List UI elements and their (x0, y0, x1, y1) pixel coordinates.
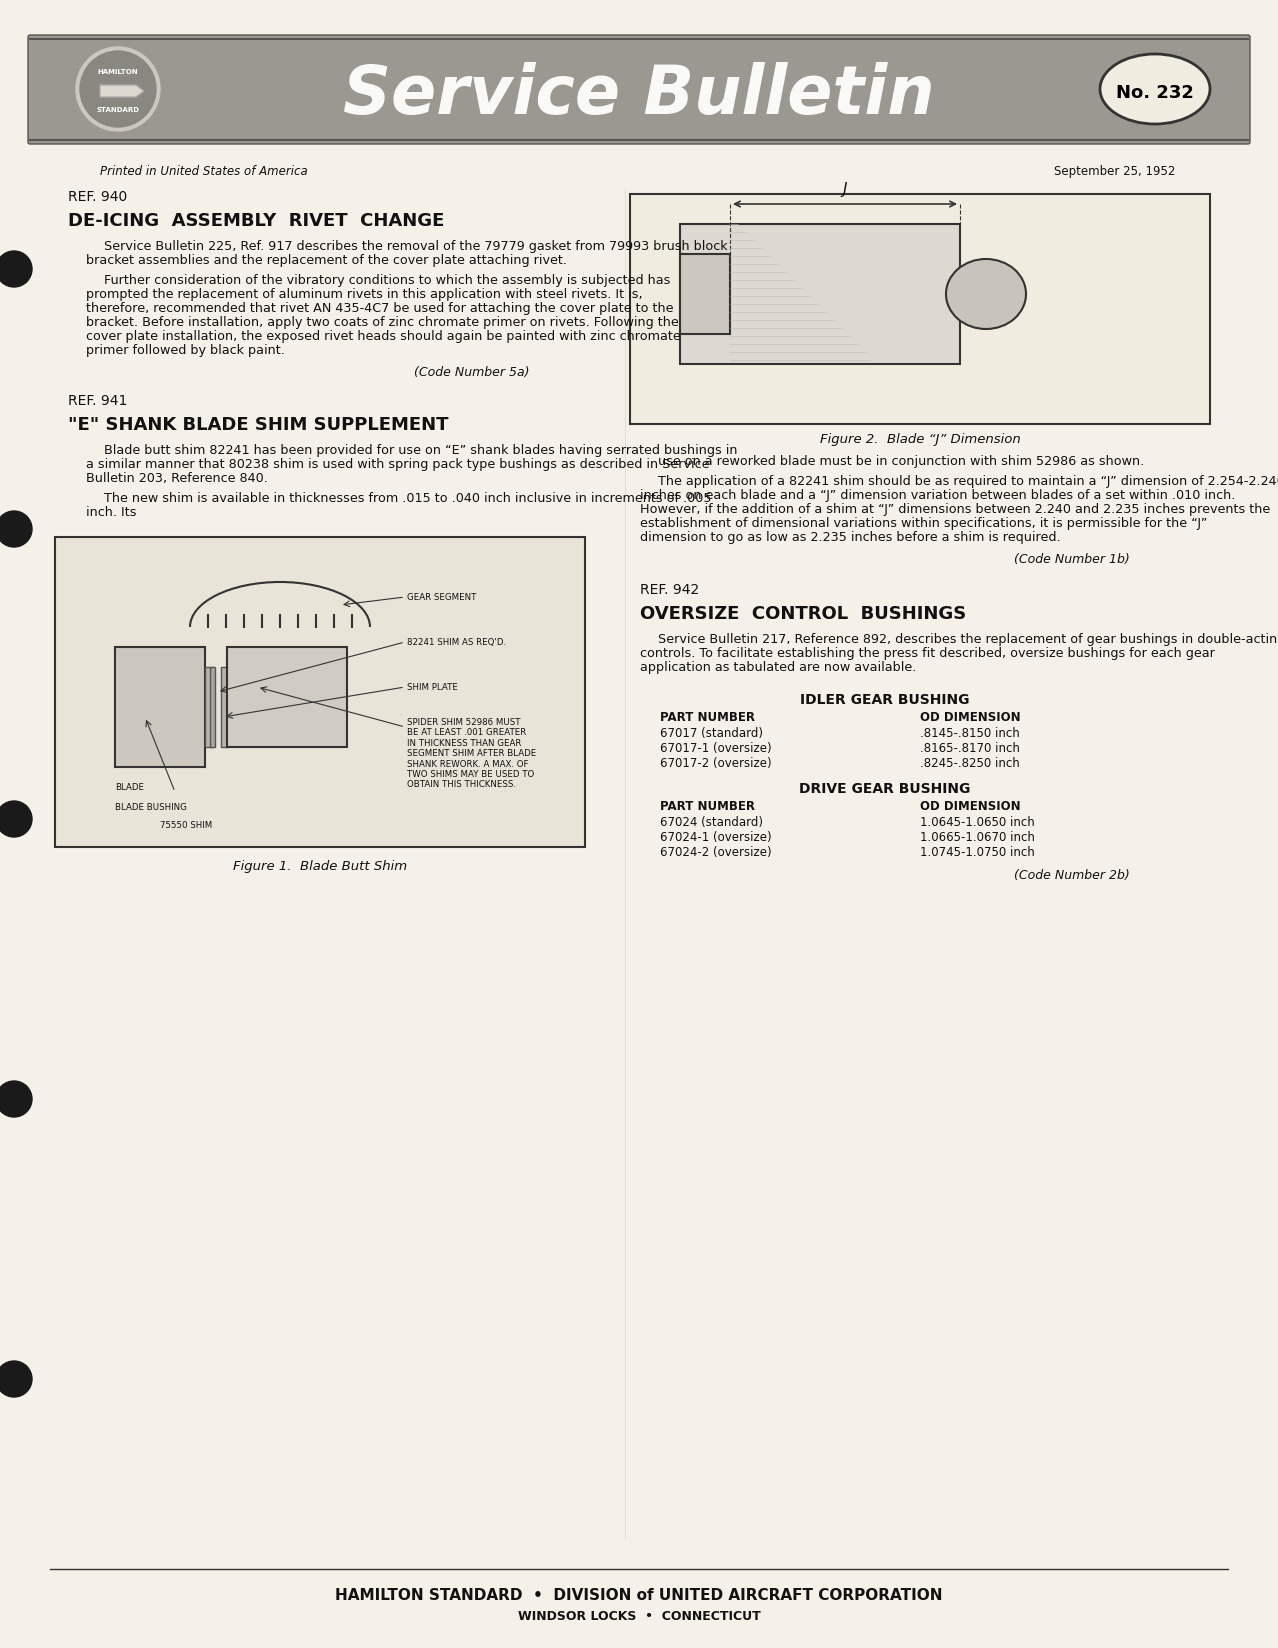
Text: REF. 940: REF. 940 (68, 190, 128, 204)
Bar (680, 224, 960, 364)
Text: prompted the replacement of aluminum rivets in this application with steel rivet: prompted the replacement of aluminum riv… (86, 288, 643, 302)
Text: 1.0745-1.0750 inch: 1.0745-1.0750 inch (920, 845, 1035, 859)
Text: 1.0665-1.0670 inch: 1.0665-1.0670 inch (920, 831, 1035, 844)
Text: Service Bulletin 217, Reference 892, describes the replacement of gear bushings : Service Bulletin 217, Reference 892, des… (658, 633, 1278, 646)
Text: GEAR SEGMENT: GEAR SEGMENT (406, 593, 477, 602)
Text: 82241 SHIM AS REQ'D.: 82241 SHIM AS REQ'D. (406, 638, 506, 646)
Text: Service Bulletin: Service Bulletin (344, 63, 934, 129)
Text: "E" SHANK BLADE SHIM SUPPLEMENT: "E" SHANK BLADE SHIM SUPPLEMENT (68, 415, 449, 433)
Text: Blade butt shim 82241 has been provided for use on “E” shank blades having serra: Blade butt shim 82241 has been provided … (104, 443, 737, 456)
Text: The application of a 82241 shim should be as required to maintain a “J” dimensio: The application of a 82241 shim should b… (658, 475, 1278, 488)
Bar (115, 648, 204, 768)
Text: .8245-.8250 inch: .8245-.8250 inch (920, 756, 1020, 770)
Text: (Code Number 2b): (Code Number 2b) (1015, 868, 1130, 882)
Circle shape (0, 511, 32, 547)
Text: a similar manner that 80238 shim is used with spring pack type bushings as descr: a similar manner that 80238 shim is used… (86, 458, 709, 471)
Text: DRIVE GEAR BUSHING: DRIVE GEAR BUSHING (799, 781, 971, 796)
Text: dimension to go as low as 2.235 inches before a shim is required.: dimension to go as low as 2.235 inches b… (640, 531, 1061, 544)
Text: However, if the addition of a shim at “J” dimensions between 2.240 and 2.235 inc: However, if the addition of a shim at “J… (640, 503, 1270, 516)
Text: SPIDER SHIM 52986 MUST
BE AT LEAST .001 GREATER
IN THICKNESS THAN GEAR
SEGMENT S: SPIDER SHIM 52986 MUST BE AT LEAST .001 … (406, 717, 537, 789)
Bar (680, 255, 730, 335)
Text: OD DIMENSION: OD DIMENSION (920, 710, 1021, 723)
Text: PART NUMBER: PART NUMBER (659, 710, 755, 723)
Text: (Code Number 5a): (Code Number 5a) (414, 366, 530, 379)
Text: bracket assemblies and the replacement of the cover plate attaching rivet.: bracket assemblies and the replacement o… (86, 254, 567, 267)
Text: OD DIMENSION: OD DIMENSION (920, 799, 1021, 812)
Text: cover plate installation, the exposed rivet heads should again be painted with z: cover plate installation, the exposed ri… (86, 330, 681, 343)
Text: establishment of dimensional variations within specifications, it is permissible: establishment of dimensional variations … (640, 517, 1208, 529)
Text: DE-ICING  ASSEMBLY  RIVET  CHANGE: DE-ICING ASSEMBLY RIVET CHANGE (68, 213, 445, 229)
Text: (Code Number 1b): (Code Number 1b) (1015, 552, 1130, 565)
Circle shape (0, 1081, 32, 1117)
Ellipse shape (946, 260, 1026, 330)
Text: .8145-.8150 inch: .8145-.8150 inch (920, 727, 1020, 740)
FancyArrow shape (100, 86, 144, 97)
Text: 67017 (standard): 67017 (standard) (659, 727, 763, 740)
Text: 67017-1 (oversize): 67017-1 (oversize) (659, 742, 772, 755)
Text: PART NUMBER: PART NUMBER (659, 799, 755, 812)
Text: 67024 (standard): 67024 (standard) (659, 816, 763, 829)
Text: Further consideration of the vibratory conditions to which the assembly is subje: Further consideration of the vibratory c… (104, 274, 671, 287)
Bar (204, 667, 213, 748)
Text: BLADE: BLADE (115, 783, 144, 791)
Text: Printed in United States of America: Printed in United States of America (100, 165, 308, 178)
Text: IDLER GEAR BUSHING: IDLER GEAR BUSHING (800, 692, 970, 707)
Text: use on a reworked blade must be in conjunction with shim 52986 as shown.: use on a reworked blade must be in conju… (658, 455, 1144, 468)
Text: No. 232: No. 232 (1116, 84, 1194, 102)
Ellipse shape (1100, 54, 1210, 125)
Text: inches on each blade and a “J” dimension variation between blades of a set withi: inches on each blade and a “J” dimension… (640, 489, 1236, 501)
Text: REF. 942: REF. 942 (640, 583, 699, 597)
Text: application as tabulated are now available.: application as tabulated are now availab… (640, 661, 916, 674)
Text: Service Bulletin 225, Ref. 917 describes the removal of the 79779 gasket from 79: Service Bulletin 225, Ref. 917 describes… (104, 241, 727, 252)
Bar (221, 667, 229, 748)
Text: HAMILTON: HAMILTON (97, 69, 138, 74)
Circle shape (75, 48, 160, 132)
Text: BLADE BUSHING: BLADE BUSHING (115, 803, 187, 811)
Text: 67017-2 (oversize): 67017-2 (oversize) (659, 756, 772, 770)
Text: 67024-2 (oversize): 67024-2 (oversize) (659, 845, 772, 859)
Text: Figure 1.  Blade Butt Shim: Figure 1. Blade Butt Shim (233, 860, 408, 872)
Text: 75550 SHIM: 75550 SHIM (160, 821, 212, 829)
FancyBboxPatch shape (28, 36, 1250, 145)
Circle shape (0, 1361, 32, 1398)
Text: WINDSOR LOCKS  •  CONNECTICUT: WINDSOR LOCKS • CONNECTICUT (518, 1608, 760, 1622)
Text: Bulletin 203, Reference 840.: Bulletin 203, Reference 840. (86, 471, 268, 485)
Text: primer followed by black paint.: primer followed by black paint. (86, 344, 285, 356)
Bar (227, 648, 348, 748)
Text: September 25, 1952: September 25, 1952 (1053, 165, 1174, 178)
Text: SHIM PLATE: SHIM PLATE (406, 682, 458, 692)
Text: 1.0645-1.0650 inch: 1.0645-1.0650 inch (920, 816, 1035, 829)
Circle shape (81, 53, 156, 129)
Circle shape (0, 252, 32, 288)
Text: J: J (842, 181, 847, 196)
Text: .8165-.8170 inch: .8165-.8170 inch (920, 742, 1020, 755)
Circle shape (0, 801, 32, 837)
Text: STANDARD: STANDARD (97, 107, 139, 114)
Bar (210, 667, 215, 748)
Text: inch. Its: inch. Its (86, 506, 137, 519)
Text: bracket. Before installation, apply two coats of zinc chromate primer on rivets.: bracket. Before installation, apply two … (86, 316, 679, 330)
Text: 67024-1 (oversize): 67024-1 (oversize) (659, 831, 772, 844)
Text: OVERSIZE  CONTROL  BUSHINGS: OVERSIZE CONTROL BUSHINGS (640, 605, 966, 623)
Text: controls. To facilitate establishing the press fit described, oversize bushings : controls. To facilitate establishing the… (640, 646, 1215, 659)
Text: therefore, recommended that rivet AN 435-4C7 be used for attaching the cover pla: therefore, recommended that rivet AN 435… (86, 302, 674, 315)
Text: The new shim is available in thicknesses from .015 to .040 inch inclusive in inc: The new shim is available in thicknesses… (104, 491, 712, 504)
Bar (55, 537, 585, 847)
Text: HAMILTON STANDARD  •  DIVISION of UNITED AIRCRAFT CORPORATION: HAMILTON STANDARD • DIVISION of UNITED A… (335, 1587, 943, 1602)
Text: Figure 2.  Blade “J” Dimension: Figure 2. Blade “J” Dimension (819, 433, 1020, 445)
Text: REF. 941: REF. 941 (68, 394, 128, 407)
Bar (630, 194, 1210, 425)
